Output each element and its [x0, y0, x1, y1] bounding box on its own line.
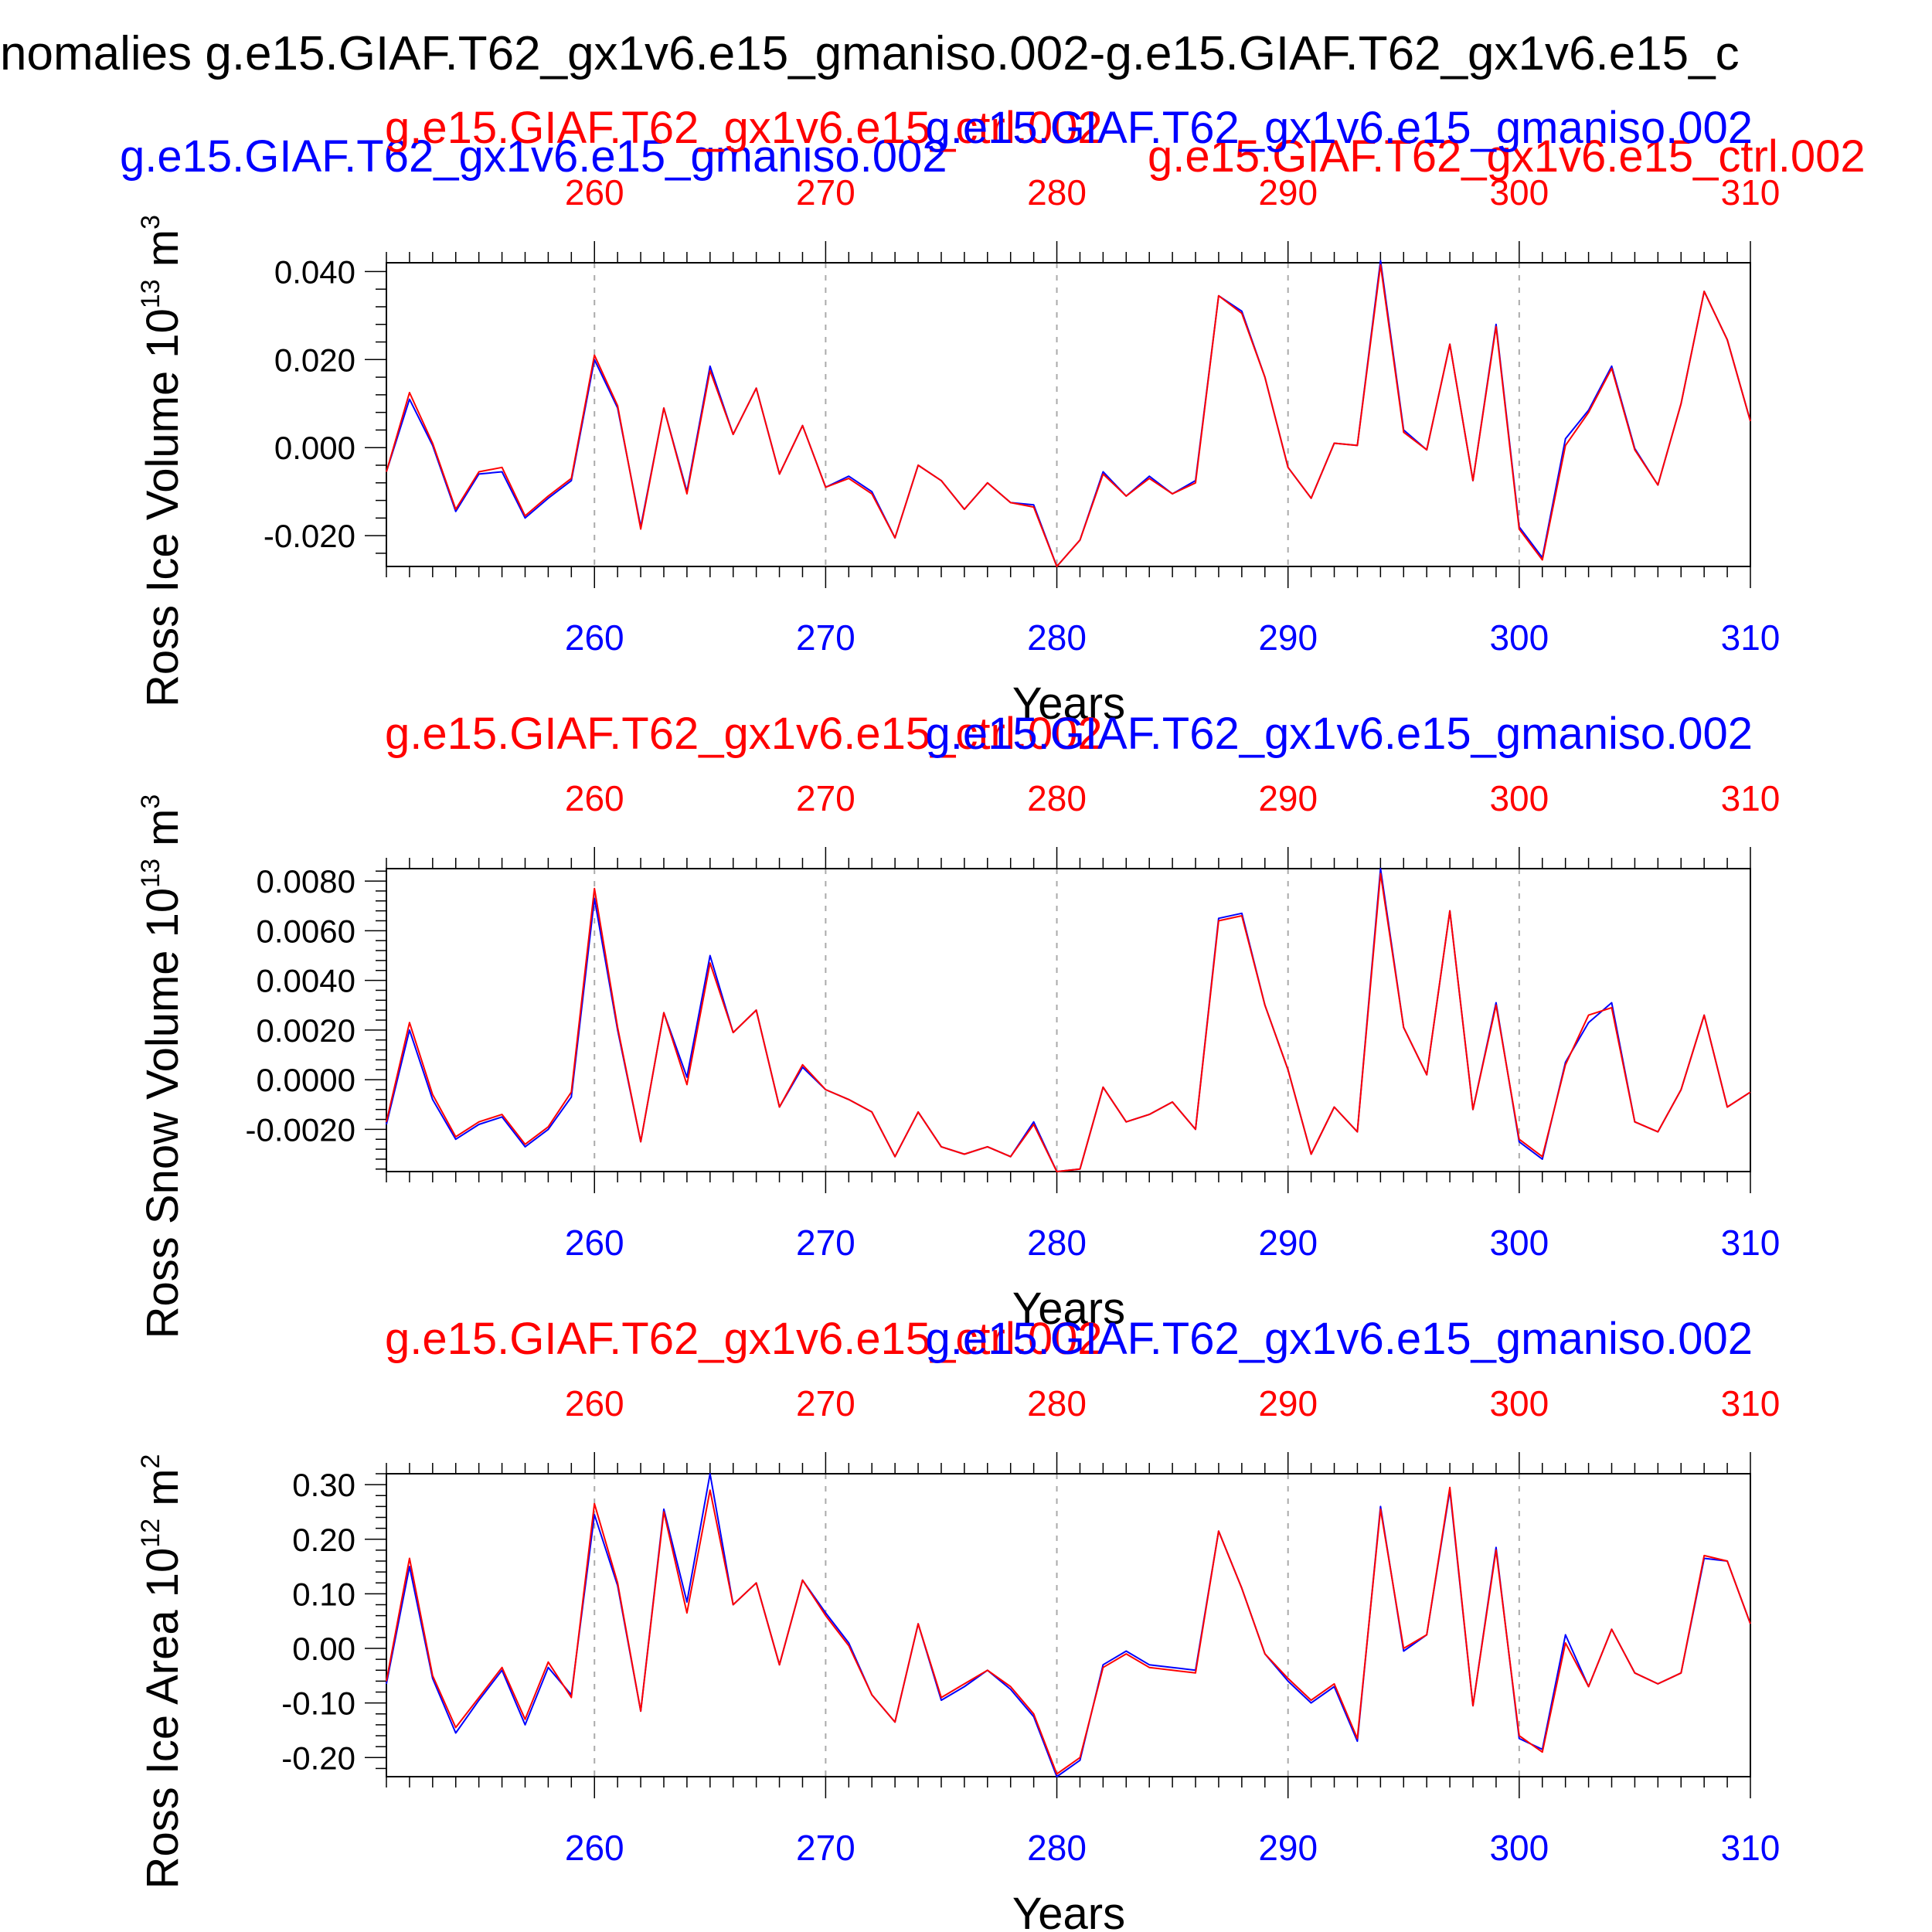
y-axis-label: Ross Snow Volume 1013 m3	[136, 794, 188, 1339]
run-label-gmaniso: g.e15.GIAF.T62_gx1v6.e15_gmaniso.002	[925, 1314, 1753, 1364]
y-tick-label: 0.30	[292, 1467, 355, 1503]
y-tick-label: 0.0000	[257, 1062, 355, 1098]
series-line-ctrl	[386, 1486, 1751, 1775]
run-label-gmaniso: g.e15.GIAF.T62_gx1v6.e15_gmaniso.002	[925, 709, 1753, 759]
x-tick-label-bottom: 260	[565, 1223, 624, 1263]
y-axis-label-part: Ross Snow Volume 10	[138, 888, 188, 1339]
y-tick-label: 0.10	[292, 1576, 355, 1612]
x-tick-label-bottom: 260	[565, 617, 624, 658]
y-axis-label-part: 3	[136, 215, 165, 230]
x-tick-label-bottom: 300	[1489, 1223, 1549, 1263]
x-tick-label-top: 280	[1027, 1383, 1087, 1423]
x-axis-label: Years	[1012, 1889, 1125, 1932]
x-tick-label-bottom: 290	[1258, 617, 1318, 658]
y-axis-label-part: m	[138, 809, 188, 859]
y-axis-label-part: 13	[136, 279, 165, 308]
chart-panel-2: g.e15.GIAF.T62_gx1v6.e15_ctrl.002g.e15.G…	[136, 709, 1780, 1338]
x-tick-label-top: 300	[1489, 172, 1549, 213]
x-tick-label-top: 290	[1258, 778, 1318, 818]
y-tick-label: 0.040	[274, 253, 355, 290]
x-tick-label-top: 300	[1489, 778, 1549, 818]
x-tick-label-bottom: 300	[1489, 1828, 1549, 1868]
top-legend-blue: g.e15.GIAF.T62_gx1v6.e15_gmaniso.002	[120, 131, 947, 182]
plot-frame	[386, 868, 1751, 1172]
y-axis-label-part: m	[138, 230, 188, 279]
y-axis-label-part: 2	[136, 1454, 165, 1469]
x-tick-label-top: 310	[1721, 778, 1781, 818]
x-tick-label-bottom: 300	[1489, 617, 1549, 658]
y-tick-label: -0.0020	[246, 1111, 355, 1148]
x-tick-label-top: 280	[1027, 778, 1087, 818]
series-line-ctrl	[386, 264, 1751, 567]
x-tick-label-top: 260	[565, 778, 624, 818]
run-label-ctrl: g.e15.GIAF.T62_gx1v6.e15_ctrl.002	[385, 709, 1103, 759]
x-tick-label-top: 310	[1721, 172, 1781, 213]
y-axis-label-part: Ross Ice Volume 10	[138, 308, 188, 707]
x-tick-label-bottom: 280	[1027, 617, 1087, 658]
x-tick-label-top: 260	[565, 1383, 624, 1423]
y-tick-label: -0.020	[264, 518, 355, 554]
x-tick-label-bottom: 270	[796, 617, 855, 658]
y-axis-label-part: 12	[136, 1519, 165, 1548]
chart-panel-3: g.e15.GIAF.T62_gx1v6.e15_ctrl.002g.e15.G…	[136, 1314, 1780, 1932]
y-axis-label: Ross Ice Volume 1013 m3	[136, 215, 188, 707]
x-tick-label-top: 270	[796, 172, 855, 213]
y-tick-label: 0.0040	[257, 963, 355, 999]
x-tick-label-bottom: 280	[1027, 1828, 1087, 1868]
y-axis-label-part: Ross Ice Area 10	[138, 1548, 188, 1889]
x-axis-label: Years	[1012, 1284, 1125, 1334]
x-tick-label-top: 270	[796, 1383, 855, 1423]
run-label-ctrl: g.e15.GIAF.T62_gx1v6.e15_ctrl.002	[385, 1314, 1103, 1364]
y-axis-label-part: m	[138, 1468, 188, 1518]
x-tick-label-bottom: 310	[1721, 617, 1781, 658]
y-axis-label-part: 13	[136, 859, 165, 888]
top-legend-red: g.e15.GIAF.T62_gx1v6.e15_ctrl.002	[1148, 131, 1866, 182]
x-tick-label-top: 290	[1258, 172, 1318, 213]
y-axis-label: Ross Ice Area 1012 m2	[136, 1454, 188, 1889]
y-tick-label: 0.00	[292, 1631, 355, 1667]
series-line-gmaniso	[386, 1473, 1751, 1777]
x-tick-label-bottom: 290	[1258, 1223, 1318, 1263]
chart-panel-1: g.e15.GIAF.T62_gx1v6.e15_ctrl.002g.e15.G…	[136, 103, 1780, 729]
run-label-ctrl: g.e15.GIAF.T62_gx1v6.e15_ctrl.002	[385, 103, 1103, 153]
y-tick-label: -0.20	[281, 1740, 355, 1776]
plot-frame	[386, 1473, 1751, 1777]
x-tick-label-bottom: 310	[1721, 1223, 1781, 1263]
x-tick-label-top: 300	[1489, 1383, 1549, 1423]
run-label-gmaniso: g.e15.GIAF.T62_gx1v6.e15_gmaniso.002	[925, 103, 1753, 153]
x-tick-label-bottom: 270	[796, 1223, 855, 1263]
x-tick-label-top: 280	[1027, 172, 1087, 213]
series-line-ctrl	[386, 872, 1751, 1172]
chart-panels: g.e15.GIAF.T62_gx1v6.e15_ctrl.002g.e15.G…	[136, 103, 1780, 1932]
x-tick-label-top: 270	[796, 778, 855, 818]
x-tick-label-bottom: 310	[1721, 1828, 1781, 1868]
x-tick-label-bottom: 270	[796, 1828, 855, 1868]
y-tick-label: 0.20	[292, 1522, 355, 1558]
y-tick-label: 0.020	[274, 342, 355, 378]
page-title: nomalies g.e15.GIAF.T62_gx1v6.e15_gmanis…	[0, 27, 1740, 80]
y-tick-label: 0.000	[274, 430, 355, 466]
y-axis-label-part: 3	[136, 794, 165, 809]
y-tick-label: 0.0020	[257, 1012, 355, 1049]
x-tick-label-top: 310	[1721, 1383, 1781, 1423]
x-tick-label-bottom: 290	[1258, 1828, 1318, 1868]
x-tick-label-top: 290	[1258, 1383, 1318, 1423]
x-axis-label: Years	[1012, 679, 1125, 729]
x-tick-label-bottom: 280	[1027, 1223, 1087, 1263]
y-tick-label: -0.10	[281, 1685, 355, 1722]
x-tick-label-top: 260	[565, 172, 624, 213]
y-tick-label: 0.0080	[257, 863, 355, 900]
series-line-gmaniso	[386, 260, 1751, 567]
x-tick-label-bottom: 260	[565, 1828, 624, 1868]
plot-frame	[386, 262, 1751, 567]
y-tick-label: 0.0060	[257, 913, 355, 949]
